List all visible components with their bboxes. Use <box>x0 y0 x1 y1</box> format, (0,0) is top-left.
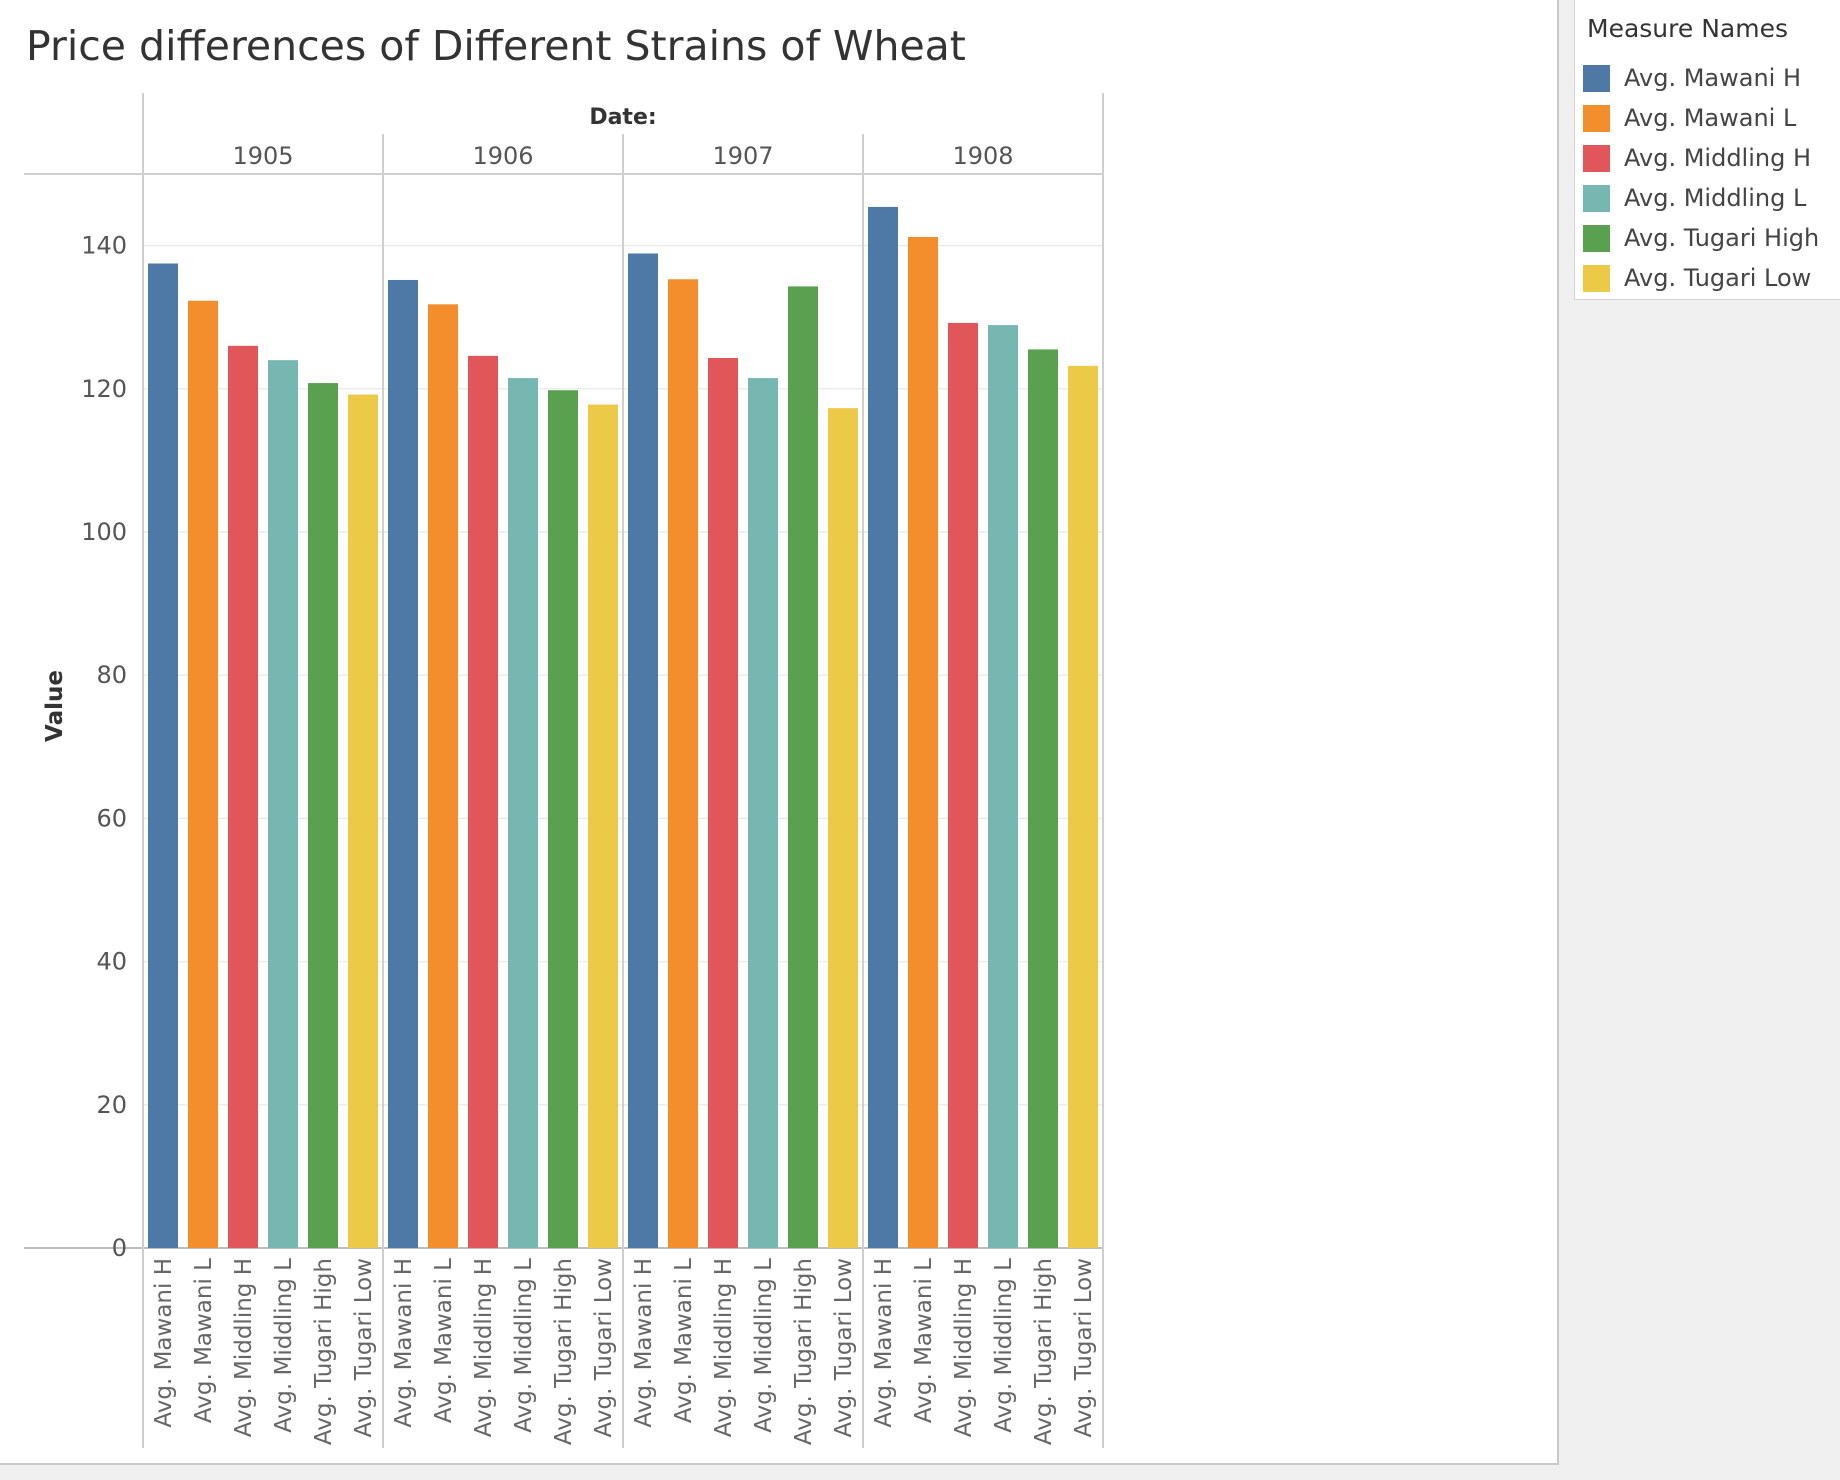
legend-label: Avg. Tugari High <box>1624 224 1820 252</box>
bar-1908-5[interactable] <box>1028 349 1058 1248</box>
bar-1905-4[interactable] <box>268 360 298 1248</box>
x-tick-label: Avg. Mawani H <box>631 1258 657 1428</box>
x-tick-label: Avg. Middling L <box>751 1258 777 1433</box>
bar-1905-3[interactable] <box>228 345 258 1249</box>
x-tick-label: Avg. Middling L <box>271 1258 297 1433</box>
y-tick-label: 20 <box>96 1091 127 1119</box>
bar-1905-6[interactable] <box>348 394 378 1248</box>
bar-1907-3[interactable] <box>708 358 738 1249</box>
x-tick-label: Avg. Middling H <box>711 1258 737 1437</box>
bar-1908-4[interactable] <box>988 325 1018 1248</box>
bar-1907-1[interactable] <box>628 253 658 1248</box>
legend-label: Avg. Middling H <box>1624 144 1812 172</box>
bar-1908-2[interactable] <box>908 237 938 1248</box>
y-tick-label: 0 <box>112 1234 127 1262</box>
y-tick-label: 40 <box>96 948 127 976</box>
group-label-1908: 1908 <box>952 142 1013 170</box>
legend-item[interactable]: Avg. Tugari High <box>1583 222 1833 254</box>
legend-swatch <box>1583 184 1610 212</box>
x-tick-label: Avg. Middling L <box>511 1258 537 1433</box>
legend-title: Measure Names <box>1587 14 1788 43</box>
x-tick-label: Avg. Mawani L <box>431 1258 457 1423</box>
x-tick-label: Avg. Tugari Low <box>1071 1258 1097 1438</box>
chart-title: Price differences of Different Strains o… <box>26 22 966 70</box>
group-label-1907: 1907 <box>712 142 773 170</box>
bar-1908-1[interactable] <box>868 206 898 1248</box>
legend-item[interactable]: Avg. Middling H <box>1583 142 1833 174</box>
x-tick-label: Avg. Tugari High <box>791 1258 817 1445</box>
bar-1908-3[interactable] <box>948 322 978 1249</box>
y-tick-label: 80 <box>96 661 127 689</box>
x-tick-label: Avg. Mawani H <box>871 1258 897 1428</box>
viz-frame: Price differences of Different Strains o… <box>0 0 1559 1465</box>
x-tick-label: Avg. Mawani L <box>911 1258 937 1423</box>
legend-label: Avg. Tugari Low <box>1624 264 1812 292</box>
x-tick-label: Avg. Tugari High <box>1031 1258 1057 1445</box>
x-tick-label: Avg. Middling H <box>951 1258 977 1437</box>
y-tick-label: 140 <box>81 232 127 260</box>
x-tick-label: Avg. Tugari Low <box>831 1258 857 1438</box>
legend-item[interactable]: Avg. Tugari Low <box>1583 262 1833 294</box>
bar-1906-1[interactable] <box>388 279 418 1248</box>
bar-1905-5[interactable] <box>308 383 338 1248</box>
bar-1906-6[interactable] <box>588 404 618 1248</box>
legend-label: Avg. Mawani H <box>1624 64 1802 92</box>
x-tick-label: Avg. Mawani L <box>671 1258 697 1423</box>
column-header-date: Date: <box>589 105 656 130</box>
x-tick-label: Avg. Middling H <box>471 1258 497 1437</box>
legend-item[interactable]: Avg. Middling L <box>1583 182 1833 214</box>
legend-item[interactable]: Avg. Mawani H <box>1583 62 1833 94</box>
y-axis-title: Value <box>42 670 68 742</box>
x-tick-label: Avg. Tugari Low <box>351 1258 377 1438</box>
legend-swatch <box>1583 104 1610 132</box>
x-tick-label: Avg. Mawani H <box>151 1258 177 1428</box>
legend-swatch <box>1583 64 1610 92</box>
bar-1907-4[interactable] <box>748 378 778 1248</box>
bar-1906-5[interactable] <box>548 390 578 1248</box>
bar-1905-1[interactable] <box>148 263 178 1249</box>
y-tick-label: 120 <box>81 375 127 403</box>
legend-swatch <box>1583 144 1610 172</box>
legend-label: Avg. Middling L <box>1624 184 1807 212</box>
bar-1906-2[interactable] <box>428 304 458 1248</box>
group-label-1905: 1905 <box>232 142 293 170</box>
x-tick-label: Avg. Tugari High <box>551 1258 577 1445</box>
x-tick-label: Avg. Middling H <box>231 1258 257 1437</box>
bar-1907-2[interactable] <box>668 279 698 1248</box>
legend-swatch <box>1583 224 1610 252</box>
x-tick-label: Avg. Mawani L <box>191 1258 217 1423</box>
legend-panel: Measure Names Avg. Mawani H Avg. Mawani L… <box>1574 0 1840 300</box>
bar-1907-6[interactable] <box>828 408 858 1249</box>
bar-1907-5[interactable] <box>788 286 818 1248</box>
y-tick-label: 60 <box>96 804 127 832</box>
group-label-1906: 1906 <box>472 142 533 170</box>
legend-label: Avg. Mawani L <box>1624 104 1797 132</box>
bar-1908-6[interactable] <box>1068 365 1098 1248</box>
bar-chart: Date: 1905 1906 1907 1908 0 20 40 60 80 100 120 140 V… <box>24 93 1104 1448</box>
bar-1906-4[interactable] <box>508 378 538 1248</box>
x-tick-label: Avg. Tugari Low <box>591 1258 617 1438</box>
legend-item[interactable]: Avg. Mawani L <box>1583 102 1833 134</box>
x-tick-label: Avg. Middling L <box>991 1258 1017 1433</box>
bar-1906-3[interactable] <box>468 355 498 1248</box>
bar-1905-2[interactable] <box>188 300 218 1248</box>
x-tick-label: Avg. Tugari High <box>311 1258 337 1445</box>
x-tick-label: Avg. Mawani H <box>391 1258 417 1428</box>
y-tick-label: 100 <box>81 518 127 546</box>
legend-swatch <box>1583 264 1610 292</box>
